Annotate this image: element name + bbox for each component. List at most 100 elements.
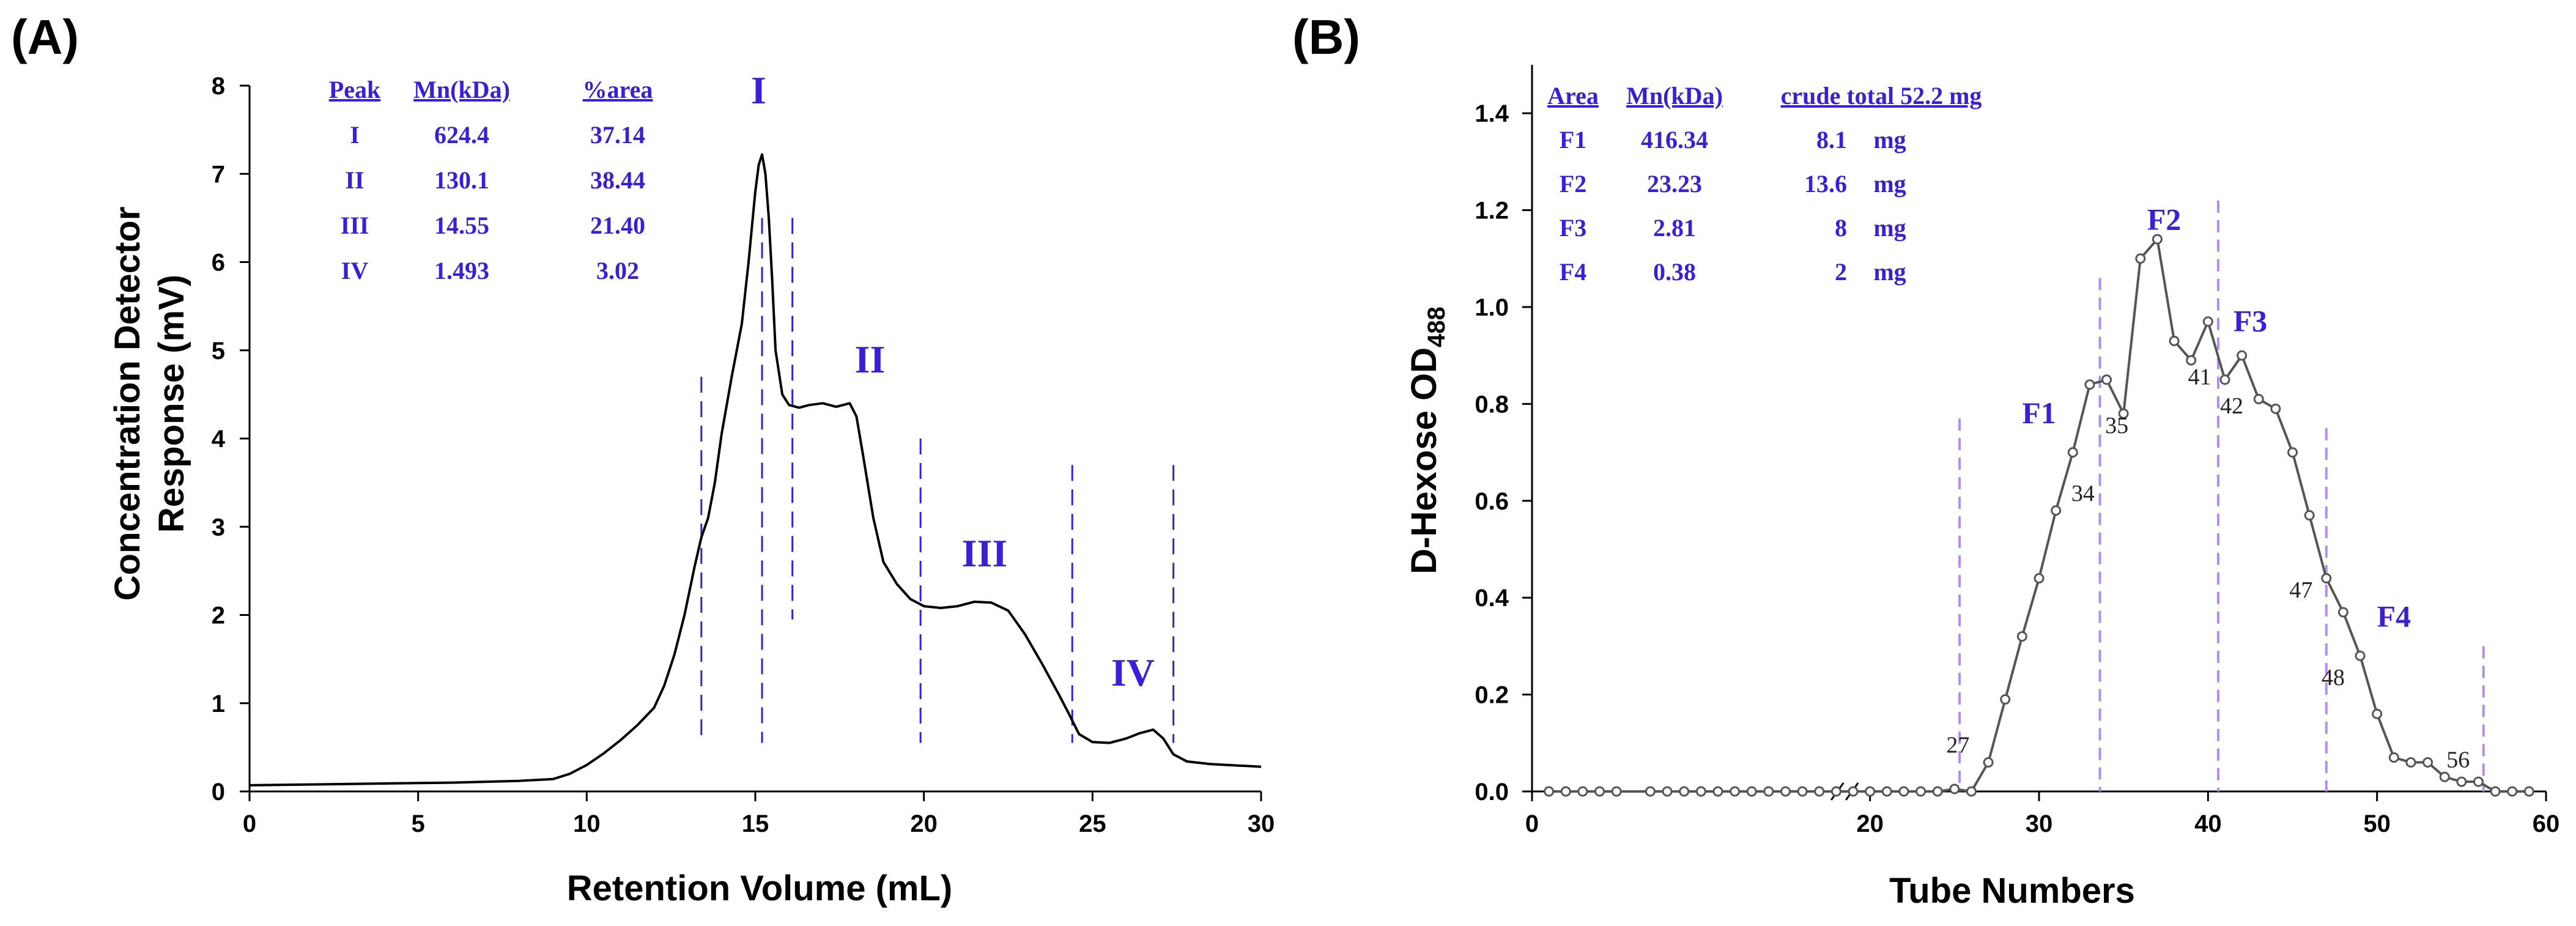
chart-a-table-cell: 624.4 — [434, 121, 489, 149]
chart-a-x-tick-label: 25 — [1079, 810, 1106, 837]
chart-b-y-tick-label: 0.8 — [1475, 391, 1509, 418]
chart-b-table-cell: 23.23 — [1647, 170, 1702, 198]
chart-b-data-point — [2321, 573, 2332, 584]
chart-a-peak-label: I — [751, 69, 766, 112]
chart-a-table-cell: II — [345, 166, 364, 194]
chart-b-data-point — [1746, 786, 1757, 797]
chart-b-area-label: F2 — [2147, 202, 2182, 236]
chart-b-table-cell: 13.6 — [1804, 170, 1847, 198]
chart-b-data-point — [1577, 786, 1588, 797]
chart-b-data-point — [1797, 786, 1808, 797]
chart-b-point-labels: 27 34 35 41 42 47 48 56 — [1946, 365, 2470, 773]
chart-a-table-cell: 37.14 — [590, 121, 645, 149]
chart-b-table-cell: F3 — [1560, 214, 1586, 242]
chart-b-data-point — [1966, 786, 1977, 797]
chart-b-data-point — [2473, 776, 2484, 787]
chart-b-y-tick-label: 0.2 — [1475, 682, 1509, 709]
chart-a-x-ticks: 0 5 10 15 20 25 30 — [243, 791, 1275, 837]
chart-b-point-label: 34 — [2071, 481, 2095, 506]
chart-a-y-tick-label: 1 — [212, 691, 225, 717]
chart-b-data-point — [1730, 786, 1741, 797]
chart-b-data-point — [2507, 786, 2518, 797]
chart-b-table-cell: F2 — [1560, 170, 1586, 198]
chart-a-x-tick-label: 5 — [412, 810, 425, 837]
chart-b-table-cell: 2.81 — [1653, 214, 1696, 242]
chart-b-table-header: Mn(kDa) — [1626, 82, 1723, 109]
chart-b-data-point — [2337, 607, 2348, 618]
chart-b-y-title-sub: 488 — [1423, 306, 1450, 347]
chart-b-area-label: F4 — [2377, 599, 2411, 634]
chart-b-table-cell: 2 — [1835, 258, 1847, 286]
chart-b-x-tick-label: 40 — [2194, 810, 2222, 837]
chart-b-table: Area Mn(kDa) crude total 52.2 mg F1 416.34 8.… — [1547, 82, 1982, 286]
chart-b-data-point — [2034, 573, 2045, 584]
chart-b-y-tick-label: 1.4 — [1475, 100, 1509, 127]
chart-b-data-point — [2135, 253, 2146, 264]
chart-a-x-tick-label: 20 — [910, 810, 938, 837]
chart-a-y-tick-label: 2 — [212, 602, 225, 629]
chart-b-table-cell: mg — [1873, 170, 1906, 198]
chart-a-table-header: Mn(kDa) — [413, 76, 510, 103]
chart-a-y-title-line2: Response (mV) — [152, 275, 191, 533]
chart-b-data-point — [1662, 786, 1673, 797]
chart-b-area-label: F3 — [2234, 304, 2268, 338]
chart-a-peak-label: IV — [1111, 651, 1155, 694]
chart-a-y-tick-label: 0 — [212, 779, 225, 806]
chart-b-point-label: 41 — [2188, 365, 2211, 390]
chart-b-point-label: 42 — [2220, 393, 2243, 419]
chart-a-table-cell: IV — [341, 257, 369, 284]
chart-b-data-point — [1544, 786, 1555, 797]
chart-b-divider-lines — [1958, 200, 2485, 791]
chart-b-y-title-main: D-Hexose OD — [1404, 347, 1444, 574]
chart-a-table-cell: 3.02 — [596, 257, 639, 284]
chart-a-table-cell: 21.40 — [590, 212, 645, 239]
chart-b-point-label: 27 — [1946, 733, 1969, 758]
chart-a-peak-label: III — [962, 532, 1008, 575]
chart-b-data-point — [1712, 786, 1723, 797]
chart-b-data-point — [1611, 786, 1622, 797]
chart-b-data-point — [2118, 408, 2129, 419]
chart-b-x-title: Tube Numbers — [1889, 871, 2135, 911]
chart-a-x-tick-label: 30 — [1248, 810, 1275, 837]
chart-b-data-point — [1915, 786, 1926, 797]
chart-b-data-point — [1695, 786, 1706, 797]
chart-b-table-cell: F1 — [1560, 126, 1586, 154]
chart-b-data-point — [1848, 786, 1859, 797]
chart-b-x-tick-label: 50 — [2363, 810, 2391, 837]
chart-b-data-point — [1814, 786, 1825, 797]
chart-a-table-header: Peak — [329, 76, 381, 103]
chart-a-y-title-line1: Concentration Detector — [108, 207, 147, 601]
chart-b-y-tick-label: 1.0 — [1475, 294, 1509, 321]
chart-b-data-point — [2067, 447, 2078, 458]
chart-b-data-point — [2169, 335, 2180, 346]
chart-b-data-point — [1560, 786, 1571, 797]
chart-a-divider-lines — [700, 218, 1175, 743]
chart-b-data-point — [2051, 505, 2062, 516]
chart-a-table-cell: 1.493 — [434, 257, 489, 284]
chart-b-data-point — [1679, 786, 1690, 797]
chart-b-data-point — [2287, 447, 2298, 458]
chart-b-data-point — [2000, 694, 2011, 705]
chart-b-table-cell: 8.1 — [1816, 126, 1847, 154]
chart-a-series-line — [249, 153, 1262, 787]
chart-a-y-tick-label: 8 — [212, 73, 225, 100]
chart-b-table-cell: mg — [1873, 258, 1906, 286]
chart-b-y-tick-label: 1.2 — [1475, 198, 1509, 224]
chart-a-table-cell: III — [341, 212, 369, 239]
chart-b-data-point — [1932, 786, 1943, 797]
chart-a-table-cell: I — [350, 121, 360, 149]
chart-b-area-label: F1 — [2022, 396, 2056, 430]
chart-b-table-header: Area — [1547, 82, 1599, 109]
chart-a-y-tick-label: 4 — [212, 426, 226, 453]
chart-b-x-tick-label: 0 — [1525, 810, 1539, 837]
chart-b-data-point — [2422, 757, 2434, 768]
chart-a-y-tick-label: 5 — [212, 338, 225, 365]
panel-b-label: (B) — [1292, 10, 1360, 64]
chart-b-data-point — [1865, 786, 1876, 797]
chart-b-y-tick-label: 0.6 — [1475, 488, 1509, 515]
chart-b: 0 20 30 40 50 60 0.0 0.2 0.4 0.6 0.8 1.0 1.2 1.4 27 3… — [1404, 65, 2559, 911]
chart-b-data-point — [2523, 786, 2534, 797]
chart-a-y-tick-label: 7 — [212, 161, 225, 188]
chart-b-series-line — [1549, 238, 2530, 793]
